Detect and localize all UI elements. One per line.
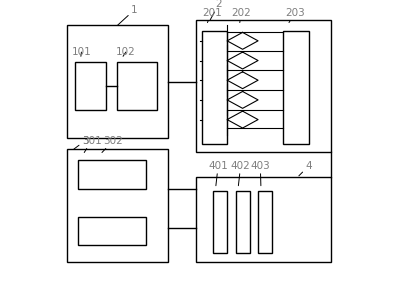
Bar bbox=[258, 191, 272, 253]
Bar bbox=[236, 191, 250, 253]
Bar bbox=[202, 31, 227, 144]
Text: 102: 102 bbox=[116, 47, 136, 57]
Text: 403: 403 bbox=[250, 161, 270, 186]
Text: 203: 203 bbox=[285, 8, 305, 23]
Text: 1: 1 bbox=[117, 5, 138, 25]
Text: 402: 402 bbox=[231, 161, 250, 186]
Text: 302: 302 bbox=[102, 136, 123, 152]
Text: 202: 202 bbox=[231, 8, 251, 23]
Bar bbox=[117, 62, 157, 110]
Text: 3: 3 bbox=[74, 136, 88, 149]
Text: 201: 201 bbox=[202, 8, 222, 23]
Bar bbox=[67, 25, 168, 138]
Bar bbox=[78, 217, 146, 245]
Text: 101: 101 bbox=[72, 47, 91, 57]
Bar bbox=[75, 62, 106, 110]
Bar bbox=[78, 160, 146, 189]
Text: 2: 2 bbox=[210, 0, 222, 20]
Text: 301: 301 bbox=[82, 136, 101, 152]
Bar bbox=[196, 20, 331, 152]
Bar bbox=[283, 31, 309, 144]
Bar bbox=[213, 191, 227, 253]
Text: 401: 401 bbox=[208, 161, 228, 186]
Bar bbox=[196, 177, 331, 262]
Bar bbox=[67, 149, 168, 262]
Text: 4: 4 bbox=[299, 161, 312, 176]
